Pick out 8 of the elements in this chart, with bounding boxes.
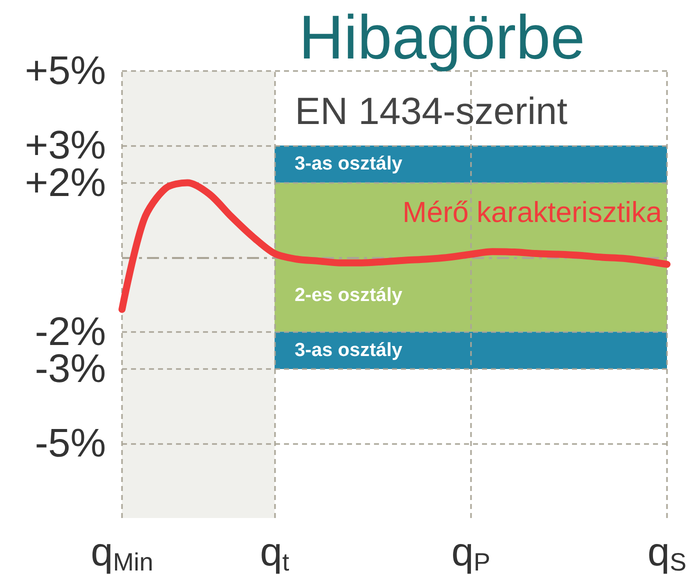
series-label: Mérő karakterisztika [402,196,663,229]
chart-title: Hibagörbe [298,4,586,72]
band-label: 2-es osztály [294,284,403,306]
band-label: 3-as osztály [294,340,403,361]
text: EN 1434-szerint [295,91,568,133]
y-tick-label: +5% [24,49,106,93]
band-label: 3-as osztály [294,154,403,175]
y-tick-label: -5% [34,422,106,466]
